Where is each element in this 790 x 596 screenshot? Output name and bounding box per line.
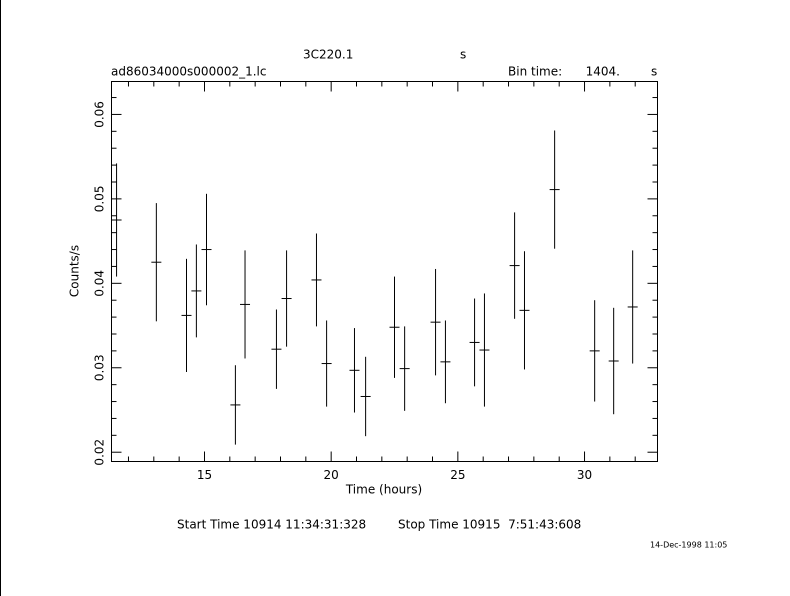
- date-stamp: 14-Dec-1998 11:05: [650, 541, 727, 550]
- y-tick-label: 0.06: [93, 101, 107, 128]
- y-tick-label: 0.03: [93, 354, 107, 381]
- x-axis-label: Time (hours): [345, 483, 422, 497]
- file-name: ad86034000s000002_1.lc: [111, 65, 267, 79]
- y-tick-label: 0.02: [93, 439, 107, 466]
- plot-frame: [111, 81, 658, 462]
- start-time: Start Time 10914 11:34:31:328: [177, 518, 366, 532]
- stop-time: Stop Time 10915 7:51:43:608: [398, 518, 581, 532]
- x-tick-label: 25: [450, 468, 465, 482]
- y-axis-label: Counts/s: [68, 245, 82, 297]
- bin-unit: s: [651, 65, 657, 79]
- title-unit: s: [460, 48, 466, 62]
- bin-value: 1404.: [586, 65, 620, 79]
- x-tick-label: 15: [197, 468, 212, 482]
- bin-label: Bin time:: [508, 65, 562, 79]
- x-tick-label: 30: [577, 468, 592, 482]
- x-tick-label: 20: [324, 468, 339, 482]
- y-tick-label: 0.05: [93, 186, 107, 213]
- y-tick-label: 0.04: [93, 270, 107, 297]
- chart-title: 3C220.1: [303, 48, 353, 62]
